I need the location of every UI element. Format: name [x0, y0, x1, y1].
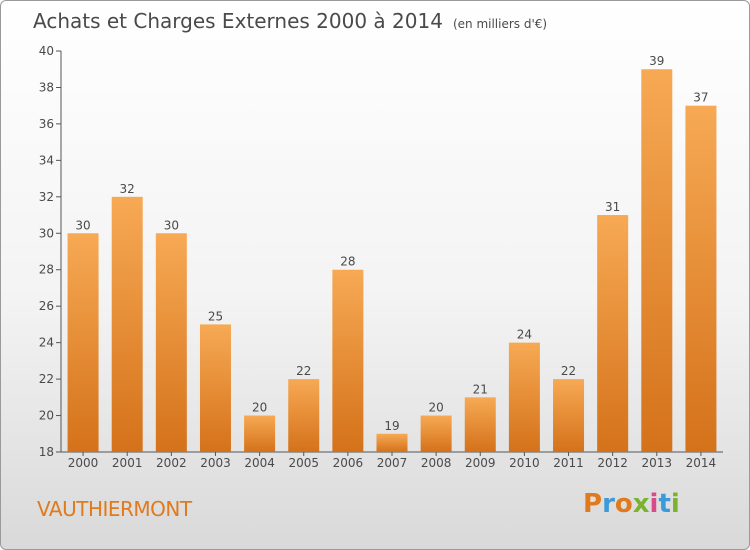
bar [420, 415, 452, 452]
x-tick-label: 2003 [200, 456, 231, 470]
y-tick-label: 24 [39, 336, 54, 350]
data-label: 22 [561, 364, 576, 378]
data-label: 30 [75, 218, 90, 232]
logo-letter: P [583, 489, 603, 519]
y-tick-label: 30 [39, 226, 54, 240]
data-label: 28 [340, 255, 355, 269]
bar [641, 69, 673, 453]
y-tick-label: 34 [39, 153, 54, 167]
x-tick-label: 2001 [112, 456, 143, 470]
data-label: 22 [296, 364, 311, 378]
logo-letter: r [602, 489, 615, 519]
bar [685, 105, 717, 452]
y-tick-label: 36 [39, 117, 54, 131]
logo-letter: o [614, 489, 633, 519]
x-tick-label: 2002 [156, 456, 187, 470]
y-tick-label: 40 [39, 44, 54, 58]
data-label: 30 [164, 218, 179, 232]
bar [464, 397, 496, 452]
bar [376, 433, 408, 452]
x-tick-label: 2013 [642, 456, 673, 470]
data-label: 19 [384, 419, 399, 433]
bar [508, 342, 540, 452]
bar [288, 379, 320, 452]
data-label: 31 [605, 200, 620, 214]
data-label: 37 [693, 91, 708, 105]
bar [155, 233, 187, 452]
data-label: 20 [428, 401, 443, 415]
x-tick-label: 2011 [553, 456, 584, 470]
bar [597, 215, 629, 452]
x-tick-label: 2006 [333, 456, 364, 470]
y-tick-label: 22 [39, 372, 54, 386]
y-tick-label: 18 [39, 445, 54, 459]
y-tick-label: 38 [39, 80, 54, 94]
y-tick-label: 20 [39, 409, 54, 423]
y-tick-label: 32 [39, 190, 54, 204]
x-tick-label: 2005 [288, 456, 319, 470]
logo-letter: x [632, 489, 650, 519]
x-tick-label: 2014 [686, 456, 717, 470]
bar [67, 233, 99, 452]
x-tick-label: 2012 [597, 456, 628, 470]
commune-name: VAUTHIERMONT [37, 497, 192, 521]
chart-unit: (en milliers d'€) [452, 17, 548, 31]
x-tick-label: 2008 [421, 456, 452, 470]
logo-letter: i [649, 489, 659, 519]
data-label: 20 [252, 401, 267, 415]
x-tick-label: 2010 [509, 456, 540, 470]
x-tick-label: 2000 [68, 456, 99, 470]
chart-title-text: Achats et Charges Externes 2000 à 2014 [33, 9, 443, 33]
proxiti-logo: Proxiti [583, 489, 680, 519]
data-label: 21 [473, 382, 488, 396]
data-label: 24 [517, 328, 532, 342]
x-tick-label: 2009 [465, 456, 496, 470]
x-tick-label: 2007 [377, 456, 408, 470]
y-tick-label: 28 [39, 263, 54, 277]
bar [244, 415, 276, 452]
logo-letter: i [670, 489, 680, 519]
y-tick-label: 26 [39, 299, 54, 313]
chart-title: Achats et Charges Externes 2000 à 2014 (e… [33, 9, 547, 33]
bar [553, 379, 585, 452]
bar [111, 196, 143, 452]
x-tick-label: 2004 [244, 456, 275, 470]
data-label: 25 [208, 309, 223, 323]
bar [332, 269, 364, 452]
data-label: 39 [649, 54, 664, 68]
bar [199, 324, 231, 452]
logo-letter: t [658, 489, 671, 519]
data-label: 32 [120, 182, 135, 196]
